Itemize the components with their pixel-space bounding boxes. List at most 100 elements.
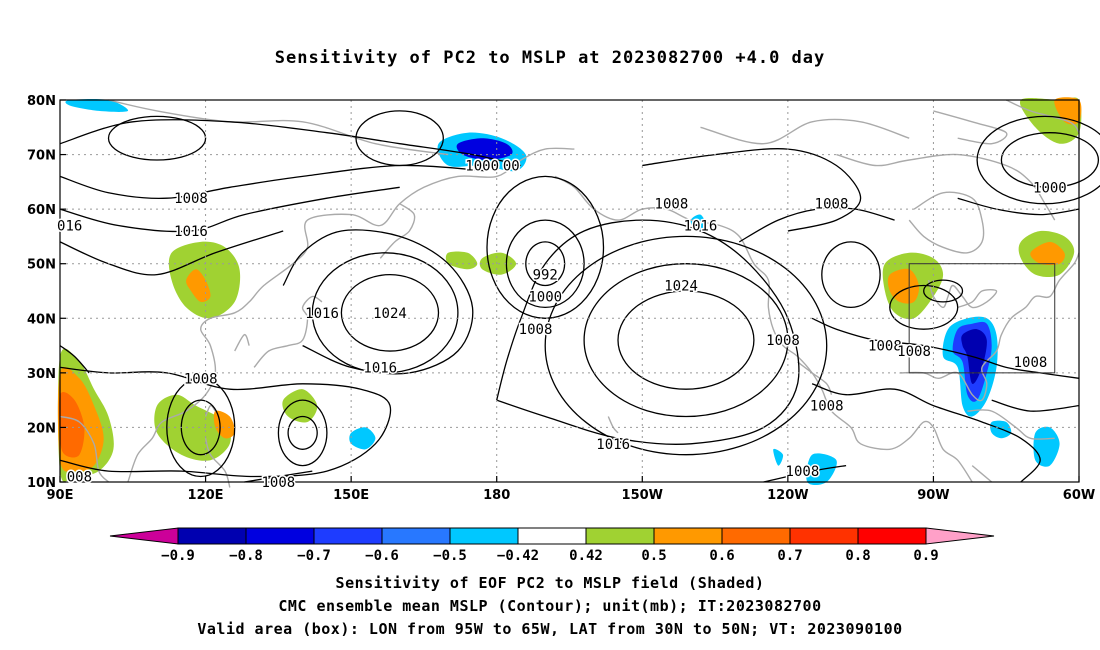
isobar-1008 <box>486 175 605 319</box>
colorbar-label: 0.42 <box>569 548 603 564</box>
isobar-1008 <box>244 470 313 483</box>
colorbar-label: 0.6 <box>709 548 734 564</box>
coastline <box>927 279 998 309</box>
lon-label: 120E <box>188 488 224 503</box>
contour-label: 1008 <box>174 191 208 207</box>
contour-label: 1008 <box>655 197 689 213</box>
lat-label: 50N <box>27 258 56 273</box>
isobar-1024 <box>617 290 755 390</box>
contour-label: 1008 <box>184 371 218 387</box>
lon-label: 120W <box>767 488 808 503</box>
colorbar-segment <box>381 527 451 545</box>
negative-area <box>349 427 376 450</box>
axis-ticks: 90E 120E 150E 180 150W 120W 90W 60W 80N 70N 60N 50N… <box>27 94 1095 503</box>
contour-label: 1008 <box>519 322 553 338</box>
coastline <box>908 191 985 254</box>
contour-label: 008 <box>67 470 92 486</box>
colorbar-label: 0.8 <box>845 548 870 564</box>
colorbar-low-arrow <box>109 527 179 545</box>
negative-area <box>1033 426 1060 467</box>
positive-area <box>445 251 478 270</box>
isobar-1024 <box>583 263 789 418</box>
colorbar-segment <box>653 527 723 545</box>
contour-label: 1016 <box>363 360 397 376</box>
lat-label: 10N <box>27 476 56 491</box>
colorbar-segment <box>721 527 791 545</box>
isobar-1016 <box>59 186 400 233</box>
colorbar-label: −0.8 <box>229 548 263 564</box>
caption-valid-area: Valid area (box): LON from 95W to 65W, L… <box>197 620 903 638</box>
colorbar-segment <box>245 527 315 545</box>
colorbar-segment <box>517 527 587 545</box>
isobar-1000 <box>976 115 1100 205</box>
contour-label: 992 <box>533 268 558 284</box>
colorbar-label: 0.9 <box>913 548 938 564</box>
contour-label: 1008 <box>810 399 844 415</box>
isobar-1000 <box>59 119 522 167</box>
coastline <box>554 175 973 483</box>
isobar-1008 <box>277 399 328 467</box>
colorbar-segment <box>177 527 247 545</box>
isobar-1008 <box>957 197 1080 216</box>
colorbar-segment <box>789 527 859 545</box>
lat-label: 80N <box>27 94 56 109</box>
lat-label: 60N <box>27 203 56 218</box>
contour-label: 1024 <box>373 306 407 322</box>
coastline <box>204 404 216 417</box>
caption-shaded: Sensitivity of EOF PC2 to MSLP field (Sh… <box>335 574 765 592</box>
colorbar-label: −0.42 <box>497 548 539 564</box>
lat-label: 20N <box>27 421 56 436</box>
isobar-1016 <box>544 235 828 456</box>
contour-label: 1000 <box>1033 180 1067 196</box>
valid-area-box <box>908 263 1056 374</box>
lon-label: 150E <box>333 488 369 503</box>
contour-label: 016 <box>57 219 82 235</box>
map-frame <box>59 99 1080 483</box>
lon-label: 150W <box>622 488 663 503</box>
isobar-1008 <box>59 345 90 374</box>
lat-label: 30N <box>27 367 56 382</box>
coastline <box>933 110 1008 145</box>
colorbar-label: 0.5 <box>641 548 666 564</box>
isobar-1008 <box>496 219 800 446</box>
isobar-1000 <box>505 219 585 309</box>
lat-label: 40N <box>27 312 56 327</box>
contour-label: 1016 <box>305 306 339 322</box>
isobar-1016 <box>59 230 284 276</box>
caption-contour: CMC ensemble mean MSLP (Contour); unit(m… <box>278 597 822 615</box>
negative-area <box>65 98 129 112</box>
map-title: Sensitivity of PC2 to MSLP at 2023082700… <box>274 48 826 68</box>
contour-label: 1008 <box>261 475 295 491</box>
positive-core <box>186 269 211 303</box>
contour-label: 1016 <box>174 224 208 240</box>
isobar-1008 <box>166 377 236 478</box>
positive-area <box>282 389 318 423</box>
colorbar-high-arrow <box>925 527 995 545</box>
coastline <box>253 295 323 368</box>
isobar-1008 <box>821 241 881 309</box>
isobar-1000 <box>1000 132 1100 188</box>
isobar-992 <box>525 241 566 287</box>
contour-label: 1000 <box>465 158 499 174</box>
negative-area <box>773 448 784 466</box>
colorbar-segment <box>857 527 927 545</box>
positive-core <box>58 392 85 458</box>
contour-label: 1024 <box>664 279 698 295</box>
contour-label: 1008 <box>897 344 931 360</box>
isobar-1008 <box>811 383 1041 483</box>
contour-label: 1000 <box>528 289 562 305</box>
isobar-1024 <box>340 274 440 352</box>
isobar-1016 <box>738 207 895 243</box>
contour-label: 1008 <box>815 197 849 213</box>
coastline <box>700 118 910 145</box>
lon-label: 90E <box>47 488 74 503</box>
colorbar: −0.9 −0.8 −0.7 −0.6 −0.5 −0.42 0.42 0.5 0.6 0.7 0.… <box>109 527 995 564</box>
coastline <box>59 415 110 483</box>
negative-area <box>690 214 706 232</box>
isobar-1008 <box>642 148 862 232</box>
coastline <box>204 438 231 488</box>
colorbar-segment <box>313 527 383 545</box>
coastline <box>836 153 1056 221</box>
